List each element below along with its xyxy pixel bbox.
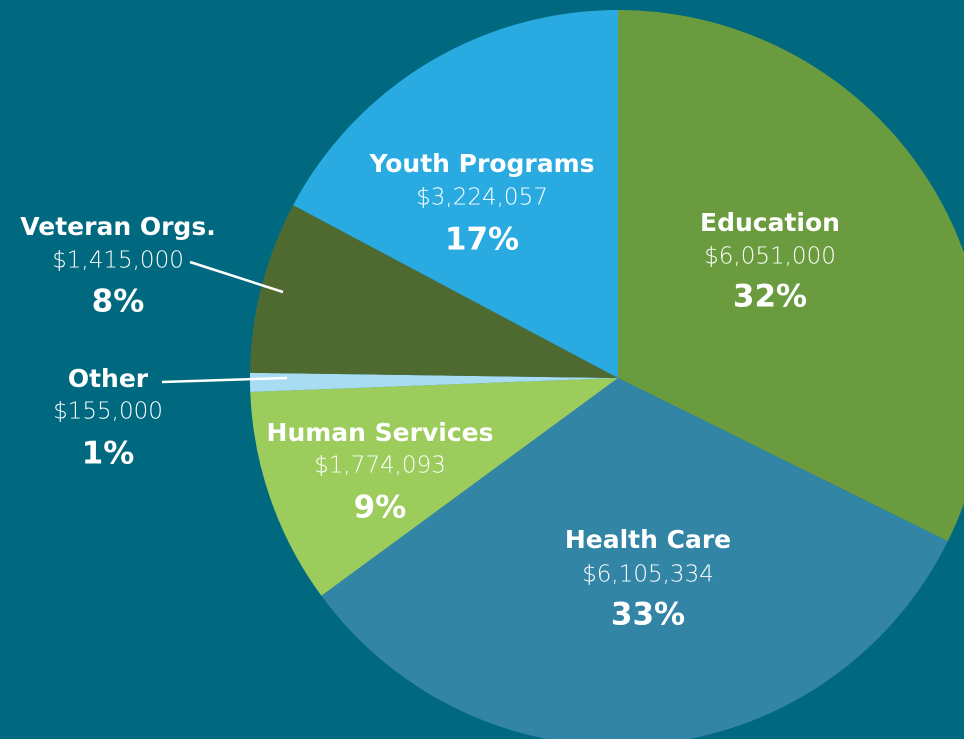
pie (249, 10, 964, 739)
slice-amount: $6,105,334 (582, 562, 714, 588)
pie-slice (250, 205, 618, 378)
slice-name: Health Care (565, 525, 731, 554)
slice-percent: 8% (92, 284, 145, 320)
pie-slice (293, 10, 618, 378)
slice-percent: 1% (82, 436, 135, 472)
pie-slice (321, 378, 948, 739)
slice-amount: $6,051,000 (704, 244, 836, 270)
slice-name: Human Services (267, 418, 494, 447)
pie-slice (249, 372, 618, 392)
pie-slice (618, 10, 964, 542)
slice-percent: 9% (354, 490, 407, 526)
slice-percent: 32% (733, 279, 807, 315)
slice-amount: $155,000 (53, 399, 163, 425)
leader-line (161, 376, 288, 384)
slice-amount: $1,415,000 (52, 248, 184, 274)
slice-percent: 17% (445, 222, 519, 258)
slice-name: Other (68, 364, 149, 393)
slice-name: Youth Programs (368, 149, 594, 178)
pie-slice (250, 378, 618, 596)
labels: Education $6,051,000 32% Health Care $6,105,… (20, 149, 840, 633)
slice-name: Veteran Orgs. (20, 212, 215, 241)
slice-amount: $3,224,057 (416, 185, 548, 211)
leader-line (189, 260, 284, 294)
slice-name: Education (700, 208, 840, 237)
slice-amount: $1,774,093 (314, 453, 446, 479)
slice-percent: 33% (611, 597, 685, 633)
